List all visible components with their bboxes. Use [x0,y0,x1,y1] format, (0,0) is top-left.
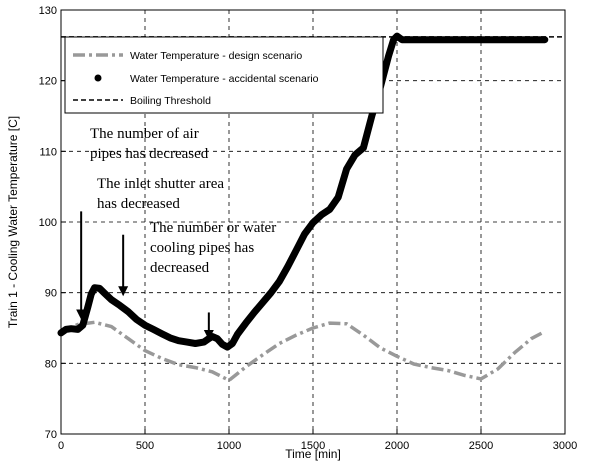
annotation-text: cooling pipes has [150,240,254,256]
legend-item-design: Water Temperature - design scenario [73,50,302,62]
legend-item-accidental: Water Temperature - accidental scenario [94,73,319,85]
annotation-arrow-head [203,330,214,341]
y-axis-ticks: 70 80 90 100 110 120 130 [39,5,66,441]
legend: Water Temperature - design scenario Water… [64,36,384,114]
y-tick-label: 130 [39,5,57,17]
annotation-2: The inlet shutter area has decreased [97,176,224,297]
x-tick-label: 2500 [469,440,493,452]
y-tick-label: 70 [45,429,57,441]
legend-label: Water Temperature - accidental scenario [130,73,319,85]
legend-label: Water Temperature - design scenario [130,50,302,62]
y-tick-label: 80 [45,358,57,370]
annotation-text: has decreased [97,196,180,212]
y-axis-label: Train 1 - Cooling Water Temperature [C] [6,116,20,328]
legend-label: Boiling Threshold [130,95,211,107]
legend-item-boiling: Boiling Threshold [73,95,211,107]
series-accidental-scenario [57,32,549,351]
grid [61,10,565,434]
annotation-text: pipes has decreased [90,146,209,162]
annotation-arrow-head [76,309,87,320]
x-tick-label: 500 [136,440,154,452]
y-tick-label: 110 [39,146,57,158]
y-tick-label: 100 [39,217,57,229]
x-tick-label: 0 [58,440,64,452]
x-axis-ticks: 0 500 1000 1500 2000 2500 3000 [58,429,577,452]
annotation-3: The number or water cooling pipes has decr… [150,220,276,341]
x-tick-label: 1500 [301,440,325,452]
x-axis-label: Time [min] [285,447,341,461]
x-tick-label: 1000 [217,440,241,452]
y-tick-label: 90 [45,288,57,300]
x-tick-label: 3000 [553,440,577,452]
annotation-arrow-head [118,286,129,297]
annotation-1: The number of air pipes has decreased [76,126,209,320]
annotation-text: The number or water [150,220,276,236]
legend-swatch [94,74,102,82]
y-tick-label: 120 [39,76,57,88]
series-design-scenario [60,320,546,383]
annotation-text: The number of air [90,126,199,142]
annotation-text: The inlet shutter area [97,176,224,192]
annotation-text: decreased [150,260,210,276]
x-tick-label: 2000 [385,440,409,452]
